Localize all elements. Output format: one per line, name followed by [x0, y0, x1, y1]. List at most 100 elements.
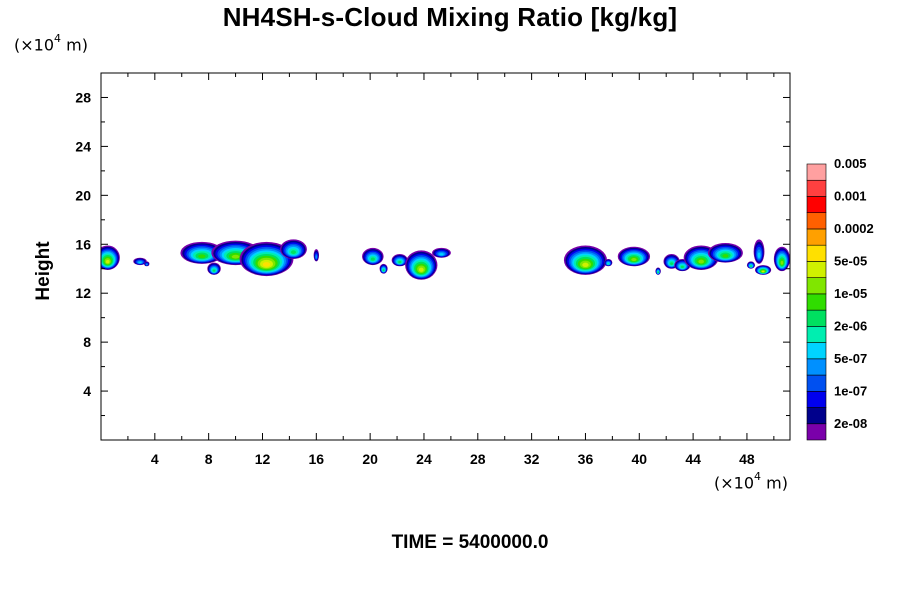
colorbar-swatch	[806, 342, 827, 360]
cloud-cell	[604, 258, 613, 267]
contour-band	[780, 260, 784, 265]
colorbar-label: 0.001	[834, 188, 867, 203]
x-tick-label: 12	[255, 451, 271, 467]
cloud-cell	[707, 243, 743, 263]
colorbar-swatch	[806, 407, 827, 425]
colorbar-label: 0.0002	[834, 221, 874, 236]
contour-band	[670, 262, 674, 266]
colorbar: 2e-08 1e-07 5e-07 2e-06 1e-05 5e-05 0.0002 0.00…	[806, 156, 874, 441]
contour-band	[698, 259, 704, 264]
contour-band	[750, 265, 752, 267]
y-axis-unit: (×104 m)	[14, 32, 88, 55]
contour-band	[757, 252, 761, 259]
colorbar-swatch	[806, 277, 827, 295]
contour-band	[231, 254, 240, 259]
contour-band	[439, 253, 444, 256]
contour-band	[105, 259, 110, 264]
y-tick-label: 28	[75, 89, 91, 105]
y-unit-suffix: m)	[61, 35, 88, 55]
y-tick-label: 16	[75, 236, 91, 252]
contour-band	[631, 258, 637, 262]
cloud-cell	[746, 261, 756, 269]
time-label: TIME = 5400000.0	[391, 532, 549, 553]
colorbar-label: 2e-08	[834, 416, 867, 431]
colorbar-swatch	[806, 179, 827, 197]
colorbar-swatch	[806, 374, 827, 392]
x-tick-label: 36	[578, 451, 594, 467]
contour-band	[607, 262, 610, 265]
colorbar-swatch	[806, 326, 827, 343]
x-tick-label: 20	[362, 451, 378, 467]
colorbar-swatch	[806, 390, 827, 408]
contour-band	[370, 257, 375, 261]
cloud-cell	[207, 262, 221, 275]
y-tick-label: 24	[75, 138, 91, 154]
cloud-cell	[379, 263, 388, 274]
colorbar-swatch	[806, 244, 827, 262]
colorbar-swatch	[806, 358, 827, 376]
x-tick-label: 8	[205, 451, 213, 467]
cloud-cell	[279, 239, 307, 259]
contour-band	[722, 254, 729, 258]
contour-band	[198, 254, 206, 259]
x-tick-label: 40	[631, 451, 647, 467]
y-tick-label: 4	[83, 383, 91, 399]
cloud-cell	[753, 239, 765, 264]
x-unit-prefix: (×10	[714, 473, 755, 493]
cloud-cell	[563, 245, 607, 275]
y-tick-label: 20	[75, 187, 91, 203]
contour-band	[582, 262, 589, 267]
contour-band	[418, 267, 424, 272]
cloud-cell	[144, 261, 150, 267]
x-tick-label: 16	[309, 451, 325, 467]
contour-band	[138, 261, 142, 264]
colorbar-swatch	[806, 228, 827, 246]
colorbar-swatch	[806, 212, 827, 230]
x-unit-exponent: 4	[754, 470, 762, 483]
x-tick-label: 32	[524, 451, 540, 467]
x-tick-label: 4	[151, 451, 159, 467]
cloud-cell	[755, 265, 772, 275]
cloud-cell	[617, 246, 651, 267]
colorbar-label: 5e-05	[834, 253, 867, 268]
contour-band	[315, 255, 318, 259]
contour-band	[680, 265, 684, 269]
x-tick-label: 28	[470, 451, 486, 467]
cloud-cell	[133, 257, 147, 266]
cloud-cell	[101, 245, 120, 270]
contour-band	[657, 271, 659, 274]
contour-band	[262, 262, 271, 267]
colorbar-label: 2e-06	[834, 318, 867, 333]
cloud-cell	[655, 267, 661, 275]
cloud-cell	[405, 250, 438, 280]
y-tick-label: 8	[83, 334, 91, 350]
x-axis-unit: (×104 m)	[714, 470, 788, 493]
colorbar-swatch	[806, 163, 827, 181]
contour-band	[761, 270, 765, 273]
contour-band	[398, 260, 402, 264]
chart-title: NH4SH-s-Cloud Mixing Ratio [kg/kg]	[222, 2, 678, 32]
cloud-cell	[773, 246, 790, 272]
colorbar-label: 1e-05	[834, 286, 867, 301]
colorbar-label: 1e-07	[834, 383, 867, 398]
plot-frame	[100, 72, 791, 441]
contour-band	[382, 269, 385, 272]
cloud-cell	[313, 249, 320, 262]
x-tick-label: 48	[739, 451, 755, 467]
contour-band	[290, 250, 296, 255]
cloud-cell	[391, 254, 408, 267]
plot-area	[101, 239, 790, 280]
y-unit-exponent: 4	[54, 32, 62, 45]
cloud-cell	[180, 241, 224, 264]
colorbar-swatch	[806, 423, 827, 441]
colorbar-swatch	[806, 309, 827, 327]
contour-band	[212, 269, 216, 272]
x-unit-suffix: m)	[761, 473, 788, 493]
cloud-cell	[432, 247, 451, 258]
x-tick-label: 44	[685, 451, 701, 467]
colorbar-swatch	[806, 261, 827, 278]
contour-band	[145, 263, 148, 266]
colorbar-swatch	[806, 196, 827, 214]
y-tick-label: 12	[75, 285, 91, 301]
